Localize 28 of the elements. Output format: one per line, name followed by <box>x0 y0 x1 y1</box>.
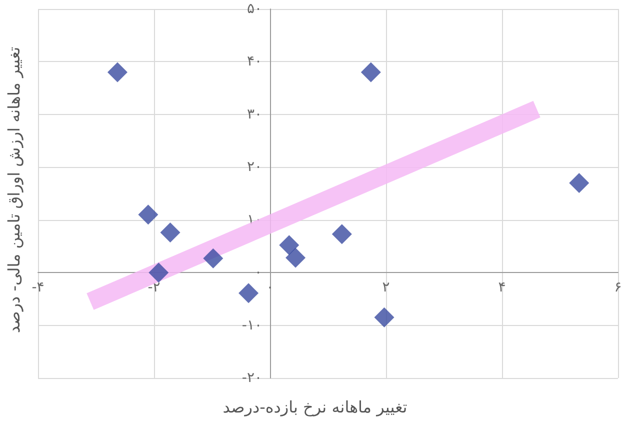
x-tick-label: -۴ <box>32 280 44 296</box>
x-axis-title: تغییر ماهانه نرخ بازده-درصد <box>222 398 408 416</box>
point <box>286 248 306 268</box>
y-tick-label: ۱۰ <box>246 212 262 228</box>
x-tick-label: -۲ <box>148 280 160 296</box>
point <box>148 262 169 283</box>
y-tick-label: -۱۰ <box>242 317 262 334</box>
x-tick-label: ۴ <box>498 280 506 296</box>
point <box>138 204 158 225</box>
x-tick-label: ۲ <box>382 280 390 296</box>
point <box>360 62 381 82</box>
x-tick-label: ۶ <box>614 280 622 296</box>
point <box>160 222 180 243</box>
point <box>107 62 128 82</box>
y-axis-title: تغییر ماهانه ارزش اوراق تامین مالی- درصد <box>4 46 24 334</box>
y-tick-label: -۲۰ <box>242 370 262 386</box>
point <box>203 248 224 268</box>
point <box>238 283 259 304</box>
point <box>374 307 394 328</box>
point <box>279 235 300 256</box>
point <box>332 224 352 244</box>
x-tick-label: ۰ <box>266 280 274 296</box>
y-tick-label: ۲۰ <box>246 159 262 176</box>
y-tick-label: ۰ <box>254 264 262 281</box>
y-tick-label: ۳۰ <box>246 106 262 122</box>
y-tick-label: ۵۰ <box>246 1 262 17</box>
point <box>569 172 590 193</box>
y-tick-label: ۴۰ <box>246 54 262 70</box>
